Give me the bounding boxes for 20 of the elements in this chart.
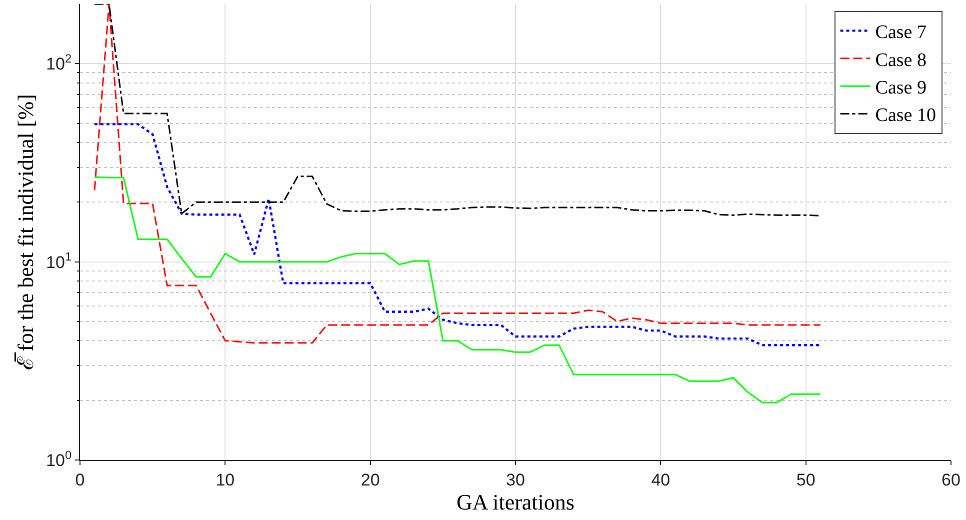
line-series [94,4,822,216]
x-tick-label: 60 [942,470,960,490]
legend-label: Case 8 [875,50,926,71]
y-tick-label: 10$^{1}$ [46,250,72,272]
y-axis-title: ℰ̅ for the best fit individual [%] [12,94,38,370]
y-tick-label: 10$^{0}$ [46,448,72,470]
x-tick-label: 20 [360,470,380,490]
line-series [94,4,822,344]
x-tick-label: 10 [216,470,235,490]
y-tick-label: 10$^{2}$ [46,51,72,74]
x-tick-label: 40 [651,470,670,490]
x-tick-label: 50 [796,470,816,490]
legend-label: Case 10 [875,105,936,126]
legend-label: Case 7 [875,22,926,44]
x-axis-title: GA iterations [456,489,574,514]
x-tick-label: 0 [75,470,85,490]
legend-label: Case 9 [875,78,926,98]
line-series [94,176,822,404]
line-series [93,123,822,346]
x-tick-label: 30 [506,470,525,490]
